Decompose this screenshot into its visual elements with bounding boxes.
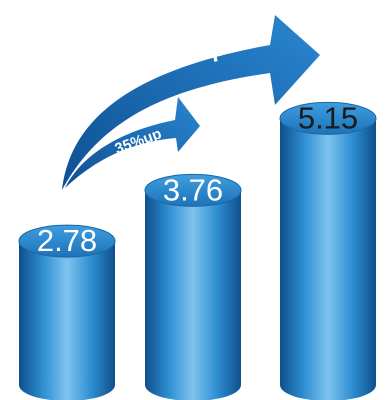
bar-top-3 bbox=[279, 101, 377, 135]
bars-group: 2.78 3.76 5.15 bbox=[18, 100, 377, 400]
bar-3: 5.15 bbox=[279, 100, 377, 400]
bar-body-2 bbox=[145, 190, 241, 400]
bar-1: 2.78 bbox=[18, 223, 116, 400]
data-label-2: 3.76 bbox=[163, 172, 223, 207]
bar-top-1 bbox=[18, 224, 116, 258]
bar-top-2 bbox=[144, 173, 242, 207]
arrow-label-35: 35%up bbox=[113, 125, 164, 158]
data-label-1: 2.78 bbox=[37, 223, 97, 258]
bar-body-3 bbox=[280, 118, 376, 400]
bar-body-1 bbox=[19, 241, 115, 400]
data-label-3: 5.15 bbox=[298, 100, 358, 135]
bar-2: 3.76 bbox=[144, 172, 242, 400]
